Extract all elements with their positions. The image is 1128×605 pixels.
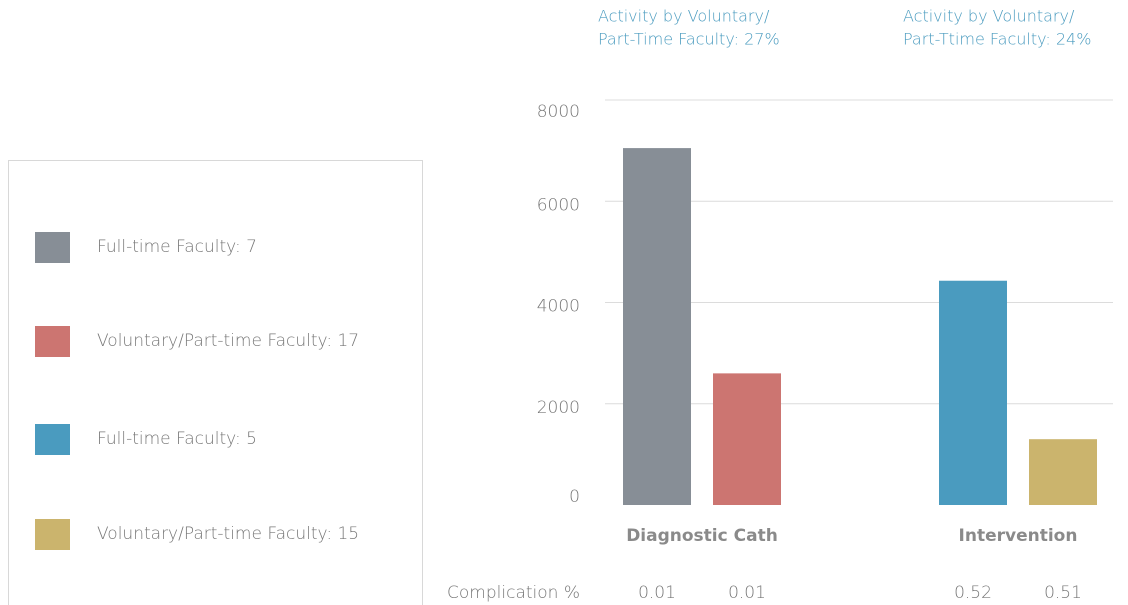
y-tick-label: 4000: [537, 297, 580, 317]
bar: [1029, 439, 1097, 505]
legend-label: Full-time Faculty: 5: [97, 429, 257, 449]
annotation: Part-Time Faculty: 27%: [598, 30, 780, 49]
annotation: Activity by Voluntary/: [903, 7, 1075, 26]
bar: [939, 280, 1007, 505]
y-tick-label: 6000: [537, 195, 580, 215]
bar: [623, 148, 691, 505]
legend-label: Voluntary/Part-time Faculty: 15: [97, 524, 359, 544]
legend-label: Full-time Faculty: 7: [97, 237, 257, 257]
complication-value: 0.01: [728, 583, 766, 603]
y-tick-label: 2000: [537, 398, 580, 418]
annotation: Activity by Voluntary/: [598, 7, 770, 26]
x-tick-label: Intervention: [959, 526, 1078, 546]
legend-swatch: [35, 232, 70, 263]
y-tick-label: 0: [569, 487, 580, 507]
complication-value: 0.51: [1044, 583, 1082, 603]
legend-swatch: [35, 519, 70, 550]
bar: [713, 373, 781, 505]
x-tick-label: Diagnostic Cath: [626, 526, 778, 546]
complication-value: 0.52: [954, 583, 992, 603]
legend-swatch: [35, 326, 70, 357]
legend-box: [8, 160, 423, 605]
legend-swatch: [35, 424, 70, 455]
row-label: Complication %: [447, 583, 580, 603]
complication-value: 0.01: [638, 583, 676, 603]
annotation: Part-Ttime Faculty: 24%: [903, 30, 1091, 49]
legend-label: Voluntary/Part-time Faculty: 17: [97, 331, 359, 351]
y-tick-label: 8000: [537, 102, 580, 122]
